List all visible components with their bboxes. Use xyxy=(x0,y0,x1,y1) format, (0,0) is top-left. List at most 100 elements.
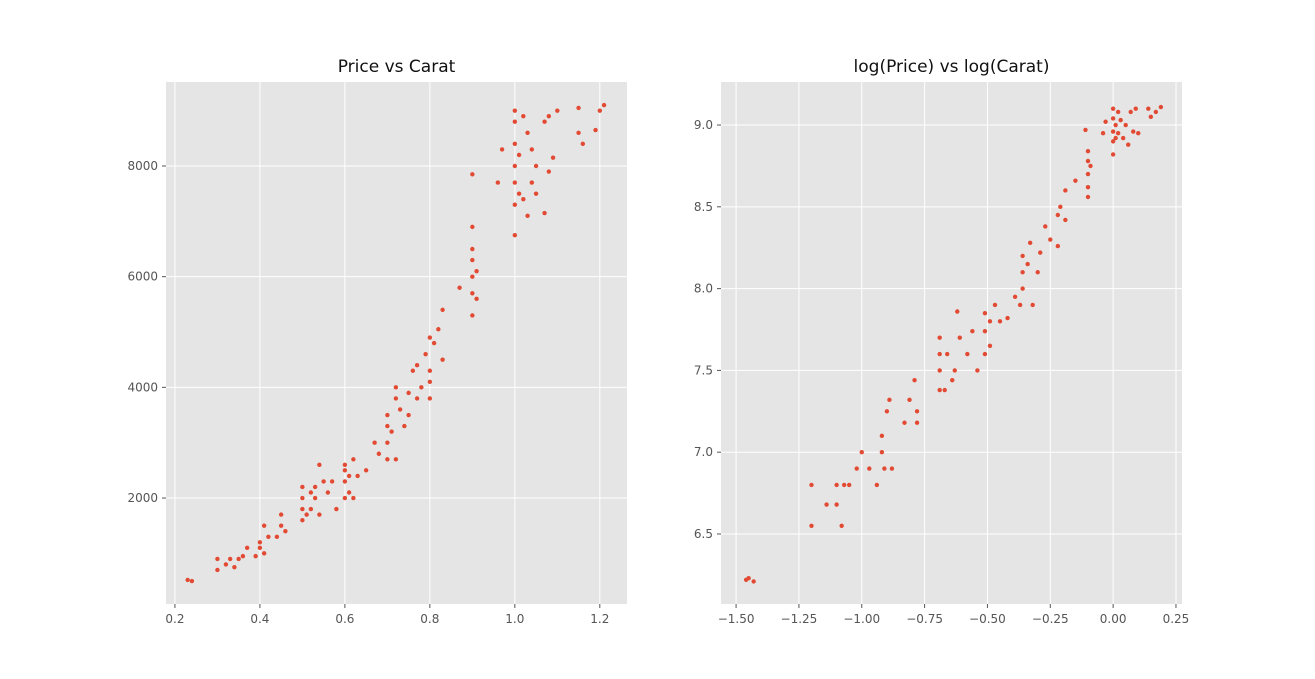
point xyxy=(385,457,390,462)
x-tick-label: 0.8 xyxy=(420,612,439,626)
plot-area xyxy=(166,82,627,604)
point xyxy=(1110,152,1116,157)
point xyxy=(601,102,607,108)
point xyxy=(300,506,305,512)
point xyxy=(841,482,847,488)
point xyxy=(1158,104,1164,110)
point xyxy=(427,368,433,373)
point xyxy=(957,335,962,340)
point xyxy=(1085,158,1091,164)
point xyxy=(874,482,880,488)
point xyxy=(529,180,535,185)
point xyxy=(997,319,1003,324)
point xyxy=(342,479,348,484)
point xyxy=(533,191,539,196)
point xyxy=(351,457,356,462)
point xyxy=(1126,142,1131,147)
point xyxy=(1005,315,1010,321)
point xyxy=(440,307,445,313)
y-tick-label: 9.0 xyxy=(694,118,713,132)
point xyxy=(402,423,407,429)
point xyxy=(372,440,377,445)
point xyxy=(334,506,339,512)
point xyxy=(1088,163,1093,169)
y-tick-label: 7.0 xyxy=(694,445,713,459)
point xyxy=(427,396,433,401)
point xyxy=(308,490,314,495)
point xyxy=(1020,286,1025,291)
point xyxy=(410,368,416,373)
point xyxy=(854,466,859,471)
x-tick-label: −1.50 xyxy=(718,612,755,626)
point xyxy=(1038,250,1043,255)
x-tick-label: −1.00 xyxy=(843,612,880,626)
point xyxy=(907,397,912,403)
point xyxy=(351,495,356,501)
point xyxy=(937,351,942,357)
point xyxy=(215,567,220,573)
point xyxy=(970,328,975,334)
point xyxy=(834,502,839,507)
point xyxy=(1027,240,1033,246)
point xyxy=(1131,129,1136,134)
point xyxy=(342,495,348,501)
point xyxy=(227,556,233,562)
point xyxy=(346,490,352,495)
point xyxy=(982,351,988,357)
point xyxy=(512,141,518,147)
point xyxy=(283,529,288,534)
point xyxy=(308,506,314,512)
point xyxy=(834,482,839,488)
point xyxy=(1115,131,1121,136)
point xyxy=(512,119,518,124)
point xyxy=(824,502,829,507)
y-tick-label: 2000 xyxy=(127,491,158,505)
point xyxy=(955,309,960,314)
point xyxy=(1085,184,1091,190)
point xyxy=(512,202,518,207)
point xyxy=(1110,129,1116,134)
y-tick-label: 8000 xyxy=(127,159,158,173)
point xyxy=(1058,204,1063,210)
point xyxy=(1110,106,1116,111)
point xyxy=(965,351,970,357)
point xyxy=(1118,117,1123,123)
point xyxy=(576,130,581,135)
point xyxy=(859,449,864,455)
point xyxy=(312,495,318,501)
point xyxy=(427,379,433,385)
point xyxy=(189,578,195,584)
point xyxy=(1063,217,1068,223)
point xyxy=(580,141,586,147)
point xyxy=(470,291,475,296)
point xyxy=(363,468,369,473)
point xyxy=(317,512,322,517)
y-tick-label: 4000 xyxy=(127,380,158,394)
point xyxy=(406,390,411,396)
y-tick-label: 8.5 xyxy=(694,200,713,214)
point xyxy=(423,351,428,357)
point xyxy=(1128,109,1133,115)
point xyxy=(1048,237,1053,242)
x-tick-label: 1.0 xyxy=(505,612,524,626)
point xyxy=(937,387,942,393)
point xyxy=(236,556,241,562)
point xyxy=(385,440,390,445)
point xyxy=(975,368,980,373)
point xyxy=(300,517,305,523)
x-tick-label: 0.4 xyxy=(250,612,269,626)
point xyxy=(576,105,581,111)
point xyxy=(329,479,335,484)
y-tick-label: 8.0 xyxy=(694,282,713,296)
point xyxy=(555,108,560,113)
point xyxy=(257,540,263,545)
point xyxy=(342,462,348,468)
x-tick-label: −0.75 xyxy=(906,612,943,626)
point xyxy=(414,396,420,401)
point xyxy=(512,180,518,185)
y-tick-label: 6000 xyxy=(127,270,158,284)
point xyxy=(1020,270,1025,275)
point xyxy=(1030,302,1035,308)
point xyxy=(1020,253,1025,259)
